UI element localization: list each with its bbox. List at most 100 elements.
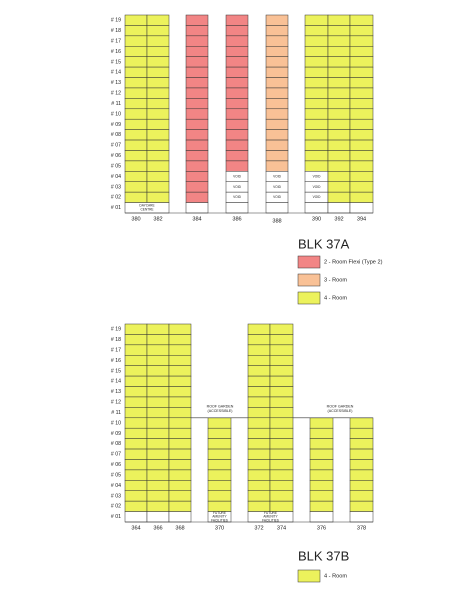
unit-number: 378 <box>357 525 366 531</box>
floor-label: # 19 <box>111 18 121 24</box>
ground-cell <box>124 511 148 523</box>
unit-cell <box>146 500 170 512</box>
unit-cell <box>327 191 351 203</box>
unit-cell <box>349 171 374 182</box>
floor-label: # 07 <box>111 452 121 458</box>
unit-cell <box>124 191 148 203</box>
unit-cell <box>309 427 334 439</box>
unit-cell <box>309 448 334 460</box>
unit-cell <box>146 417 170 429</box>
unit-cell <box>265 139 289 151</box>
unit-cell <box>265 98 289 110</box>
unit-number: 370 <box>215 525 224 531</box>
unit-cell <box>304 77 329 89</box>
unit-cell <box>265 35 289 47</box>
cell-text: VOID <box>233 185 241 189</box>
unit-cell <box>247 427 271 439</box>
unit-cell <box>247 448 271 460</box>
unit-cell <box>349 35 374 47</box>
unit-cell <box>247 323 271 335</box>
floor-label: # 17 <box>111 38 121 44</box>
unit-cell <box>265 87 289 99</box>
cell-text: AMENITY <box>263 515 278 519</box>
floor-label: # 14 <box>111 379 121 385</box>
unit-cell <box>309 469 334 481</box>
unit-cell <box>124 25 148 37</box>
unit-cell <box>265 56 289 68</box>
floor-label: # 09 <box>111 431 121 437</box>
unit-cell <box>124 490 148 502</box>
floor-label: # 15 <box>111 368 121 374</box>
unit-cell <box>185 191 209 203</box>
unit-cell <box>207 480 232 491</box>
cell-text: DAYCARE <box>139 204 154 208</box>
unit-cell <box>247 375 271 387</box>
unit-cell <box>124 386 148 398</box>
unit-cell <box>349 480 374 491</box>
legend-swatch <box>297 291 321 305</box>
unit-cell <box>146 160 170 172</box>
block-title: BLK 37B <box>298 548 349 563</box>
cell-text: FUTURE <box>213 511 226 515</box>
unit-cell <box>168 480 192 491</box>
unit-cell <box>349 77 374 89</box>
unit-cell <box>225 108 249 120</box>
ground-cell <box>146 511 170 523</box>
unit-cell <box>124 344 148 356</box>
unit-cell <box>146 25 170 37</box>
cell-text: FUTURE <box>264 511 277 515</box>
unit-cell <box>168 490 192 502</box>
floor-label: # 11 <box>111 101 121 107</box>
unit-cell <box>304 118 329 130</box>
unit-cell <box>124 46 148 57</box>
unit-cell <box>168 427 192 439</box>
unit-cell <box>185 150 209 162</box>
unit-cell <box>168 417 192 429</box>
unit-cell <box>124 417 148 429</box>
unit-cell <box>304 35 329 47</box>
cell-text: FACILITIES <box>262 518 279 522</box>
ground-cell <box>349 511 374 523</box>
unit-cell <box>185 98 209 110</box>
unit-cell <box>146 14 170 26</box>
unit-cell <box>265 108 289 120</box>
unit-cell <box>309 459 334 471</box>
cell-text: ROOF GARDEN <box>207 405 234 409</box>
unit-number: 390 <box>312 216 321 222</box>
unit-cell <box>207 448 232 460</box>
floor-label: # 03 <box>111 184 121 190</box>
cell-text: VOID <box>313 195 321 199</box>
unit-cell <box>146 490 170 502</box>
unit-cell <box>124 448 148 460</box>
unit-cell <box>304 150 329 162</box>
unit-cell <box>269 427 294 439</box>
unit-cell <box>265 129 289 141</box>
unit-cell <box>207 438 232 450</box>
unit-cell <box>225 160 249 172</box>
unit-cell <box>349 150 374 162</box>
unit-cell <box>185 56 209 68</box>
unit-cell <box>124 118 148 130</box>
legend-label: 4 - Room <box>324 295 347 301</box>
legend-swatch <box>297 569 321 583</box>
unit-cell <box>269 448 294 460</box>
unit-cell <box>269 396 294 408</box>
ground-cell <box>309 511 334 523</box>
unit-cell <box>146 108 170 120</box>
unit-cell <box>168 448 192 460</box>
unit-cell <box>304 46 329 57</box>
unit-cell <box>247 480 271 491</box>
cell-text: AMENITY <box>212 515 227 519</box>
floor-label: # 04 <box>111 483 121 489</box>
unit-cell <box>269 386 294 398</box>
cell-text: FACILITIES <box>211 518 228 522</box>
unit-cell <box>304 98 329 110</box>
unit-cell <box>265 150 289 162</box>
floor-label: # 08 <box>111 441 121 447</box>
floor-label: # 05 <box>111 163 121 169</box>
unit-cell <box>349 108 374 120</box>
unit-cell <box>225 150 249 162</box>
unit-cell <box>247 490 271 502</box>
unit-cell <box>269 438 294 450</box>
floor-label: # 12 <box>111 400 121 406</box>
